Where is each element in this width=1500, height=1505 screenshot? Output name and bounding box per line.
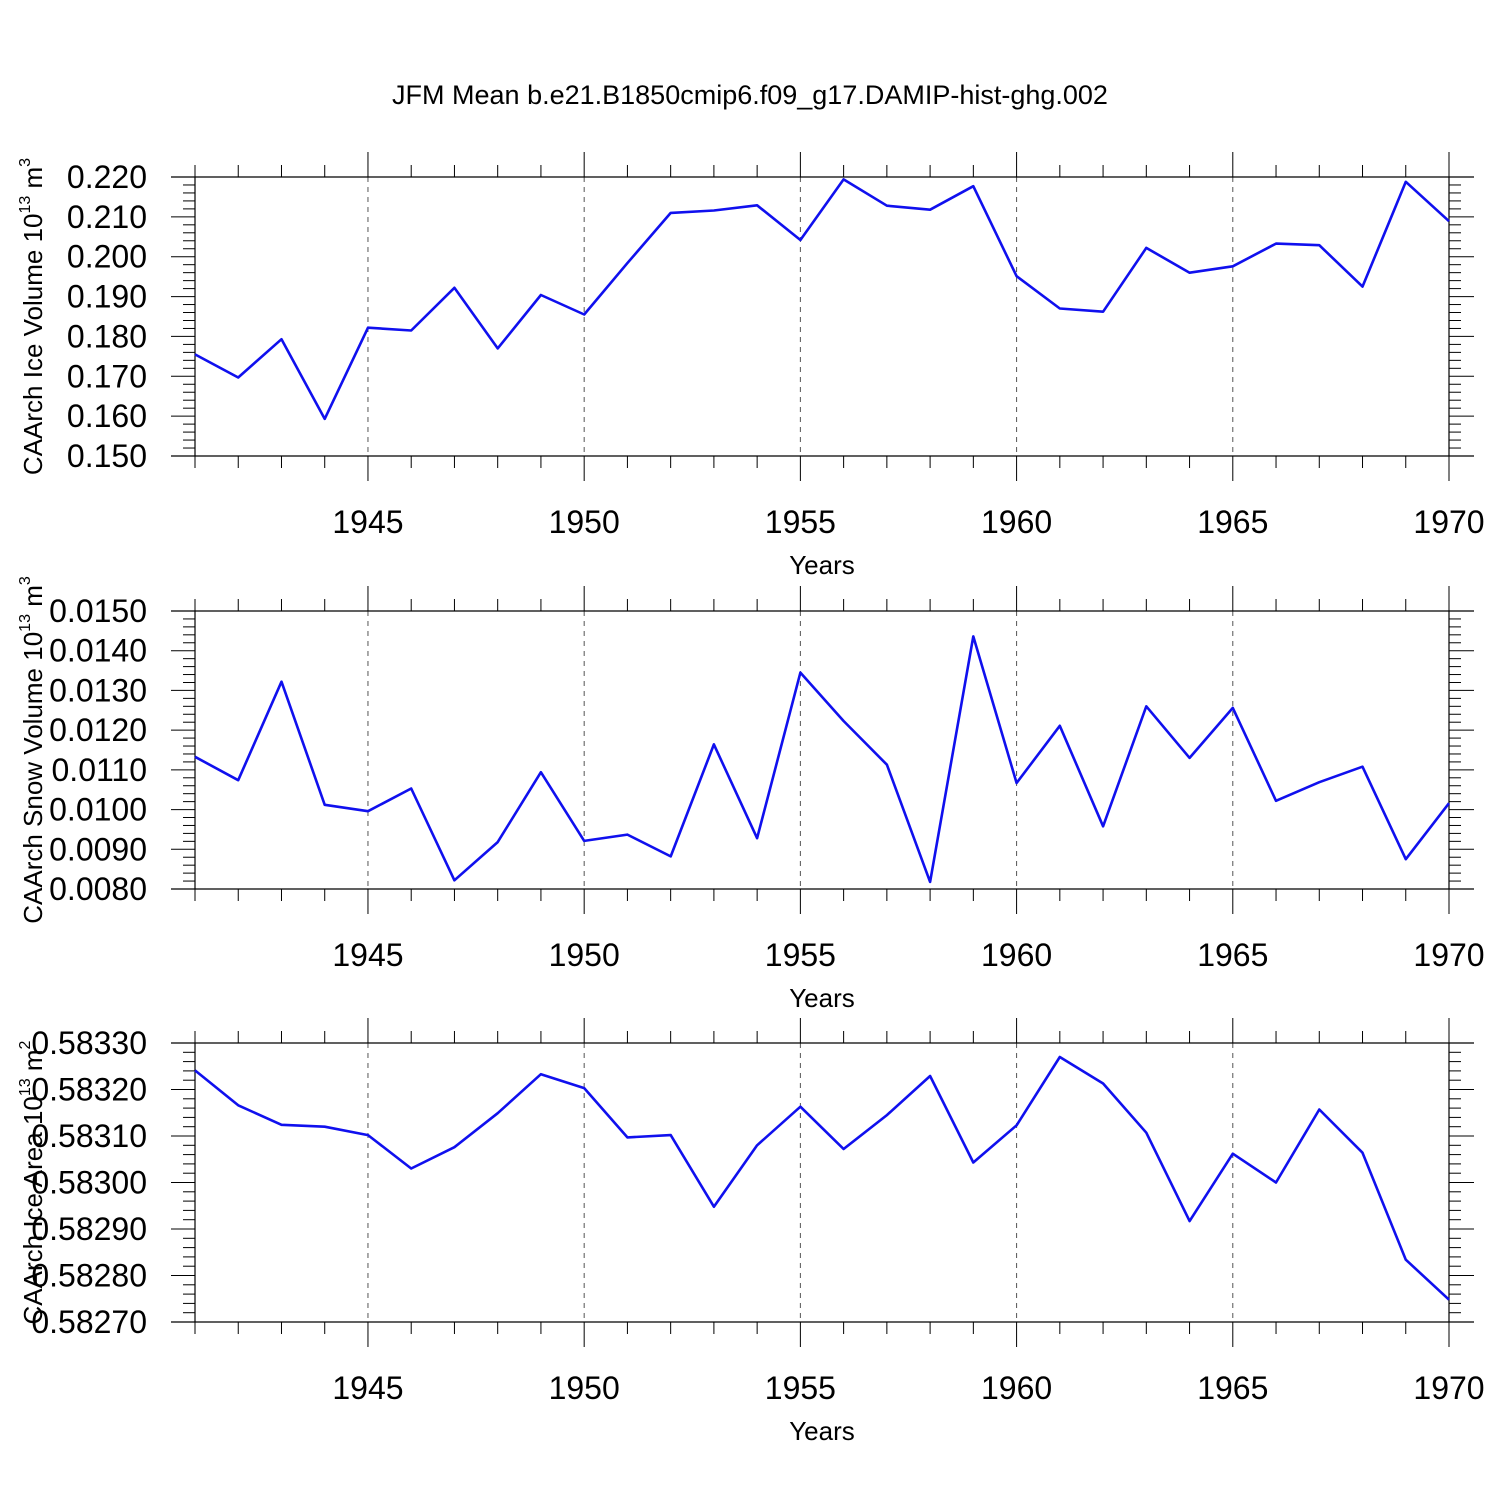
y-axis-label: CAArch Ice Volume 1013 m3 [17,158,48,475]
x-tick-label: 1950 [549,937,620,973]
y-tick-label: 0.210 [67,199,147,235]
y-tick-label: 0.150 [67,438,147,474]
y-tick-label: 0.58300 [31,1165,147,1201]
x-tick-label: 1965 [1197,1370,1268,1406]
y-tick-label: 0.0100 [49,792,147,828]
x-tick-label: 1945 [332,1370,403,1406]
y-tick-label: 0.190 [67,279,147,315]
y-tick-label: 0.0110 [52,752,148,788]
x-axis-label: Years [789,983,855,1013]
y-tick-label: 0.0080 [49,871,147,907]
y-tick-label: 0.0130 [49,672,147,708]
y-tick-label: 0.200 [67,239,147,275]
x-tick-label: 1950 [549,504,620,540]
y-tick-label: 0.58320 [31,1072,147,1108]
x-axis-label: Years [789,550,855,580]
x-tick-label: 1970 [1413,504,1484,540]
y-tick-label: 0.0150 [49,593,147,629]
x-tick-label: 1955 [765,937,836,973]
x-tick-label: 1955 [765,1370,836,1406]
y-tick-label: 0.0090 [49,831,147,867]
y-tick-label: 0.58310 [31,1118,147,1154]
y-tick-label: 0.220 [67,159,147,195]
y-tick-label: 0.0120 [49,712,147,748]
chart-title: JFM Mean b.e21.B1850cmip6.f09_g17.DAMIP-… [392,80,1108,110]
x-tick-label: 1960 [981,937,1052,973]
y-tick-label: 0.58330 [31,1025,147,1061]
x-axis-label: Years [789,1416,855,1446]
y-tick-label: 0.180 [67,318,147,354]
x-tick-label: 1950 [549,1370,620,1406]
y-tick-label: 0.58270 [31,1304,147,1340]
chart-panel-2: 1945 1950 1955 1960 1965 1970 Years 0.0080 0.009… [17,576,1485,1013]
x-tick-label: 1955 [765,504,836,540]
y-tick-label: 0.0140 [49,633,147,669]
chart-panel-1: 1945 1950 1955 1960 1965 1970 Years 0.150 0.160 0… [17,152,1485,580]
y-tick-label: 0.160 [67,398,147,434]
x-tick-label: 1960 [981,504,1052,540]
y-axis-label: CAArch Ice Area 1013 m2 [17,1040,48,1324]
x-tick-label: 1960 [981,1370,1052,1406]
y-axis-label: CAArch Snow Volume 1013 m3 [17,576,48,924]
x-tick-label: 1965 [1197,937,1268,973]
series-line [194,178,1450,421]
x-tick-label: 1945 [332,937,403,973]
x-tick-label: 1970 [1413,937,1484,973]
x-tick-label: 1970 [1413,1370,1484,1406]
series-line [194,1055,1450,1301]
series-line [194,635,1451,884]
y-tick-label: 0.58290 [31,1211,147,1247]
x-tick-label: 1965 [1197,504,1268,540]
chart-panel-3: 1945 1950 1955 1960 1965 1970 Years 0.58270 0.58… [17,1018,1485,1446]
x-tick-label: 1945 [332,504,403,540]
y-tick-label: 0.58280 [31,1258,147,1294]
y-tick-label: 0.170 [67,358,147,394]
